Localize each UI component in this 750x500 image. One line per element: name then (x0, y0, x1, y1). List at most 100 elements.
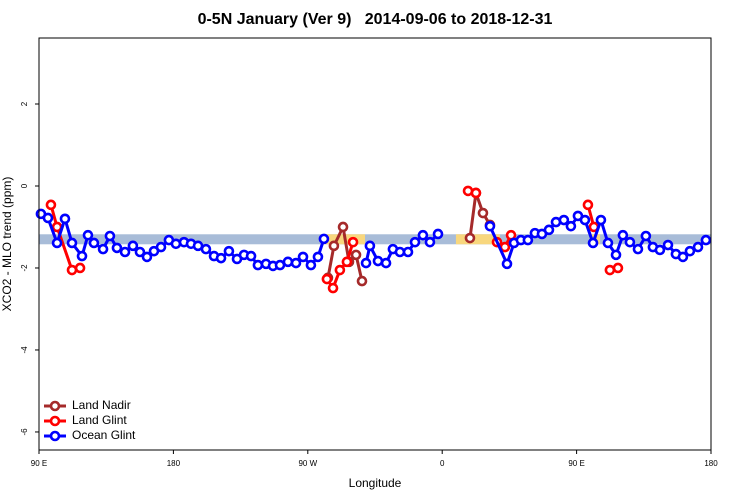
data-point (321, 273, 333, 285)
data-point (297, 251, 309, 263)
highlight-range (321, 234, 365, 245)
y-tick-label: -6 (20, 428, 29, 436)
data-point (662, 239, 674, 251)
data-point (624, 236, 636, 248)
data-point (350, 249, 362, 261)
data-point (282, 256, 294, 268)
x-axis-label: Longitude (349, 476, 402, 490)
data-point (141, 251, 153, 263)
data-point (334, 264, 346, 276)
data-point (356, 275, 368, 287)
data-point (88, 237, 100, 249)
x-tick-label: 180 (704, 459, 718, 468)
data-point (501, 258, 513, 270)
data-point (380, 257, 392, 269)
data-point (470, 187, 482, 199)
data-point (341, 256, 353, 268)
data-point (82, 229, 94, 241)
data-point (127, 240, 139, 252)
legend-label: Land Nadir (72, 398, 131, 412)
data-point (684, 245, 696, 257)
data-point (51, 237, 63, 249)
data-point (119, 246, 131, 258)
y-tick-label: 0 (20, 183, 29, 188)
data-point (604, 264, 616, 276)
data-point (111, 242, 123, 254)
data-point (76, 250, 88, 262)
data-point (215, 252, 227, 264)
data-point (477, 207, 489, 219)
data-point (328, 240, 340, 252)
data-point (97, 243, 109, 255)
data-point (223, 245, 235, 257)
plot-frame (38, 37, 712, 451)
data-point (432, 228, 444, 240)
data-point (602, 237, 614, 249)
data-point (558, 214, 570, 226)
chart-title: 0-5N January (Ver 9) 2014-09-06 to 2018-… (198, 11, 553, 28)
x-tick-label: 180 (167, 459, 181, 468)
data-point (677, 251, 689, 263)
data-point (700, 234, 712, 246)
data-point (200, 243, 212, 255)
y-tick-label: -2 (20, 264, 29, 272)
data-point (59, 213, 71, 225)
data-point (617, 229, 629, 241)
data-point (632, 243, 644, 255)
legend-label: Ocean Glint (72, 428, 136, 442)
data-point (170, 238, 182, 250)
data-point (74, 262, 86, 274)
data-point (104, 230, 116, 242)
data-point (484, 220, 496, 232)
data-point (402, 246, 414, 258)
data-point (565, 220, 577, 232)
data-point (372, 255, 384, 267)
y-tick-label: 2 (20, 101, 29, 106)
data-point (305, 259, 317, 271)
data-point (640, 230, 652, 242)
x-tick-label: 90 E (31, 459, 47, 468)
highlight-range (455, 234, 500, 245)
x-tick-label: 90 W (298, 459, 317, 468)
data-point (464, 232, 476, 244)
data-point (337, 221, 349, 233)
data-point (347, 236, 359, 248)
data-point (364, 240, 376, 252)
data-point (424, 236, 436, 248)
legend-marker (49, 415, 61, 427)
data-point (587, 237, 599, 249)
data-point (312, 251, 324, 263)
data-point (692, 241, 704, 253)
data-point (66, 237, 78, 249)
data-point (522, 234, 534, 246)
data-point (595, 214, 607, 226)
legend-marker (49, 430, 61, 442)
y-axis-label: XCO2 - MLO trend (ppm) (0, 177, 14, 312)
data-point (134, 246, 146, 258)
data-point (245, 250, 257, 262)
data-point (579, 214, 591, 226)
data-point (417, 229, 429, 241)
data-point (42, 212, 54, 224)
data-point (66, 264, 78, 276)
data-point (543, 224, 555, 236)
data-point (45, 199, 57, 211)
data-point (318, 233, 330, 245)
x-tick-label: 90 E (568, 459, 584, 468)
data-point (327, 282, 339, 294)
legend-label: Land Glint (72, 413, 127, 427)
data-point (654, 244, 666, 256)
data-point (252, 259, 264, 271)
reference-band (39, 234, 711, 245)
x-tick-label: 0 (440, 459, 445, 468)
data-point (409, 236, 421, 248)
y-tick-label: -4 (20, 346, 29, 354)
data-point (290, 257, 302, 269)
data-point (612, 262, 624, 274)
legend-marker (49, 400, 61, 412)
data-point (155, 241, 167, 253)
data-point (582, 199, 594, 211)
data-point (360, 257, 372, 269)
